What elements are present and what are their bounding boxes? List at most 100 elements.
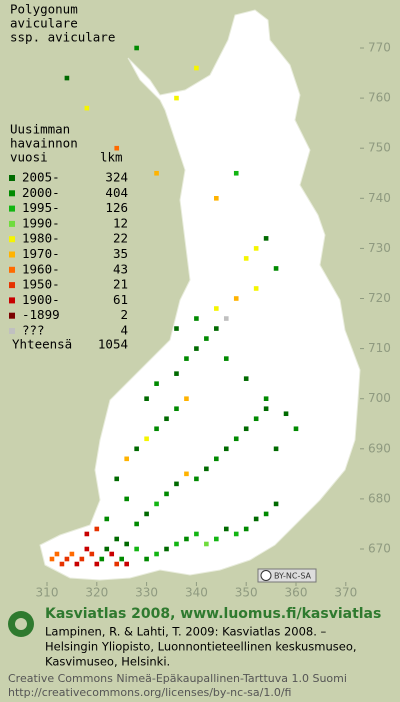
grid-cell bbox=[74, 561, 80, 567]
grid-cell bbox=[154, 426, 159, 432]
legend-period: 1990- bbox=[22, 215, 60, 230]
grid-cell bbox=[84, 546, 90, 552]
grid-cell bbox=[164, 416, 169, 422]
cc-icon bbox=[260, 570, 272, 581]
grid-cell bbox=[223, 356, 229, 361]
legend-count: 43 bbox=[113, 261, 128, 276]
legend-count: 61 bbox=[113, 292, 128, 307]
grid-cell bbox=[94, 561, 100, 567]
grid-cell bbox=[273, 501, 279, 507]
legend-period: 2000- bbox=[22, 185, 60, 200]
grid-cell bbox=[119, 556, 124, 562]
grid-cell bbox=[134, 446, 139, 452]
legend-period: ??? bbox=[22, 323, 45, 338]
legend-swatch bbox=[9, 266, 15, 273]
legend-period: 1960- bbox=[22, 261, 60, 276]
legend-swatch bbox=[9, 236, 15, 243]
grid-cell bbox=[79, 556, 85, 562]
legend-period: 1970- bbox=[22, 246, 60, 261]
count-header: lkm bbox=[100, 150, 123, 165]
grid-cell bbox=[233, 531, 239, 537]
legend-period: 1900- bbox=[22, 292, 60, 307]
x-tick-label: 350 bbox=[235, 586, 258, 600]
grid-cell bbox=[154, 551, 159, 557]
grid-cell bbox=[104, 546, 110, 552]
grid-cell bbox=[109, 551, 115, 557]
x-tick-label: 330 bbox=[135, 586, 158, 600]
grid-cell bbox=[94, 526, 100, 532]
license-badge: BY-NC-SA bbox=[257, 568, 317, 583]
title-line: aviculare bbox=[10, 16, 78, 31]
y-tick-label: 690 bbox=[368, 441, 391, 455]
grid-cell bbox=[114, 561, 120, 567]
grid-cell bbox=[64, 556, 70, 562]
grid-cell bbox=[243, 526, 249, 532]
grid-cell bbox=[154, 381, 159, 386]
grid-cell bbox=[243, 256, 249, 261]
grid-cell bbox=[174, 481, 179, 487]
grid-cell bbox=[194, 65, 199, 71]
grid-cell bbox=[214, 306, 219, 311]
grid-cell bbox=[243, 376, 249, 381]
grid-cell bbox=[124, 456, 129, 462]
grid-cell bbox=[124, 561, 129, 567]
grid-cell bbox=[263, 511, 269, 517]
grid-cell bbox=[253, 516, 259, 522]
legend-swatch bbox=[9, 282, 15, 289]
logo bbox=[8, 611, 34, 637]
grid-cell bbox=[184, 396, 189, 401]
grid-cell bbox=[223, 316, 229, 321]
legend-period: 1995- bbox=[22, 200, 60, 215]
grid-cell bbox=[69, 551, 75, 557]
legend-count: 126 bbox=[105, 200, 128, 215]
grid-cell bbox=[89, 551, 95, 557]
grid-cell bbox=[233, 170, 239, 176]
grid-cell bbox=[184, 471, 189, 477]
grid-cell bbox=[273, 266, 279, 271]
legend-period: -1899 bbox=[22, 307, 60, 322]
grid-cell bbox=[214, 536, 219, 542]
y-tick-label: 760 bbox=[368, 91, 391, 105]
y-tick-label: 680 bbox=[368, 491, 391, 505]
grid-cell bbox=[184, 536, 189, 542]
badge-box bbox=[257, 568, 317, 583]
legend-swatch bbox=[9, 312, 15, 319]
footer-title: Kasviatlas 2008, www.luomus.fi/kasviatla… bbox=[45, 606, 381, 622]
grid-cell bbox=[134, 521, 139, 527]
grid-cell bbox=[144, 396, 149, 401]
legend-swatch bbox=[9, 205, 15, 212]
grid-cell bbox=[273, 446, 279, 452]
grid-cell bbox=[204, 466, 209, 472]
x-tick-label: 310 bbox=[36, 586, 59, 600]
grid-cell bbox=[253, 286, 259, 291]
title-line: Polygonum bbox=[10, 2, 78, 17]
x-tick-label: 360 bbox=[285, 586, 308, 600]
grid-cell bbox=[214, 456, 219, 462]
grid-cell bbox=[114, 476, 120, 482]
legend-count: 35 bbox=[113, 246, 128, 261]
grid-cell bbox=[49, 556, 55, 562]
legend-count: 4 bbox=[120, 323, 128, 338]
grid-cell bbox=[174, 371, 179, 376]
grid-cell bbox=[263, 406, 269, 412]
legend-header: Uusimman bbox=[10, 122, 70, 137]
y-tick-label: 670 bbox=[368, 542, 391, 556]
grid-cell bbox=[84, 105, 90, 111]
grid-cell bbox=[59, 561, 65, 567]
grid-cell bbox=[243, 426, 249, 432]
grid-cell bbox=[164, 546, 169, 552]
grid-cell bbox=[174, 406, 179, 412]
grid-cell bbox=[293, 426, 299, 432]
grid-cell bbox=[214, 196, 219, 201]
y-tick-label: 740 bbox=[368, 191, 391, 205]
grid-cell bbox=[114, 145, 120, 151]
x-tick-label: 320 bbox=[85, 586, 108, 600]
y-tick-label: 710 bbox=[368, 341, 391, 355]
grid-cell bbox=[99, 556, 105, 562]
grid-cell bbox=[204, 541, 209, 547]
grid-cell bbox=[134, 546, 139, 552]
x-tick-label: 370 bbox=[334, 586, 357, 600]
legend-period: 1950- bbox=[22, 277, 60, 292]
grid-cell bbox=[194, 476, 199, 482]
